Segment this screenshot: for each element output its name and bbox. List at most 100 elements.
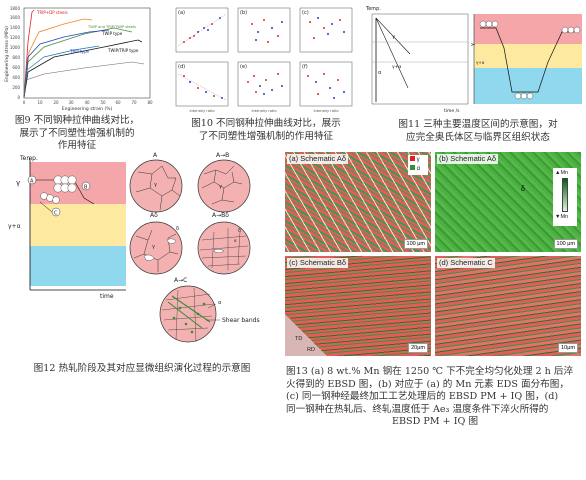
fig9-caption: 图9 不同钢种拉伸曲线对比， 展示了不同塑性增强机制的 作用特征 bbox=[2, 115, 152, 153]
fig12-delta-symbol: δ bbox=[176, 226, 179, 232]
fig10-xlabel: Intensity ratio bbox=[189, 109, 214, 113]
fig13-legend-gamma: γ bbox=[410, 156, 426, 165]
fig11-gamma-alpha-label: γ+α bbox=[392, 64, 401, 70]
fig12-grain-panel-abdelta: A→Bδ α δ bbox=[197, 212, 251, 275]
fig9-xtick: 80 bbox=[147, 100, 153, 105]
fig12-marker-b: B bbox=[84, 185, 88, 191]
fig9-xtick: 30 bbox=[68, 100, 74, 105]
fig13-triangle-inset bbox=[285, 314, 327, 356]
fig10-subplot-f: (f) bbox=[299, 61, 353, 107]
fig9-caption-line: 展示了不同塑性增强机制的 bbox=[19, 127, 135, 139]
fig12-marker-c: C bbox=[54, 211, 58, 217]
fig9-xtick: 20 bbox=[53, 100, 59, 105]
fig13-axis-td: TD bbox=[295, 336, 303, 342]
fig12-grain-panel-ab: A→B γ bbox=[197, 152, 251, 213]
fig9-curve-trip-dp bbox=[23, 9, 35, 99]
fig9-xtick: 0 bbox=[23, 100, 26, 105]
fig12-caption: 图12 热轧阶段及其对应显微组织演化过程的示意图 bbox=[2, 363, 282, 376]
fig13-caption-line: 同一钢种在热轧后、终轧温度低于 Ae₃ 温度条件下淬火所得的 bbox=[286, 403, 549, 415]
fig11-time-label: time /s bbox=[444, 108, 460, 114]
fig11-grain-cluster bbox=[479, 20, 581, 100]
fig13-panel-d-label: (d) Schematic C bbox=[437, 258, 495, 268]
fig9-legend-twip-type: TWIP type bbox=[101, 31, 123, 36]
fig13-mn-low: ▼Mn bbox=[555, 214, 569, 220]
fig12-band-intercritical bbox=[30, 204, 126, 246]
fig9-caption-line: 作用特征 bbox=[57, 140, 97, 152]
fig12-diagram: Temp. time γ γ+α A B C A bbox=[8, 152, 260, 343]
fig9-legend-trip-dp: TRIP+DP steels bbox=[36, 10, 68, 15]
fig13-caption-line: 图13 (a) 8 wt.% Mn 钢在 1250 ℃ 下不完全均匀化处理 2 … bbox=[286, 366, 574, 377]
fig9-ytick: 1600 bbox=[10, 15, 21, 20]
fig10-subplot-d: (d) bbox=[175, 61, 229, 107]
fig9-legend-trip-type: TRIP type bbox=[69, 49, 90, 54]
fig12-panel: Temp. time γ γ+α A B C A bbox=[2, 152, 280, 352]
fig10-subplot-b: (b) bbox=[237, 7, 291, 53]
fig10-scatter-grid: (a) (b) (c) (d) ( bbox=[175, 7, 353, 113]
fig11-temp-label: Temp. bbox=[365, 6, 381, 12]
fig10-caption-line: 图10 不同钢种拉伸曲线对比，展示 bbox=[191, 118, 341, 129]
fig11-panel: Temp. time /s γ γ+α α γ γ+α bbox=[362, 2, 584, 114]
fig9-curve bbox=[23, 39, 143, 99]
fig9-xtick: 60 bbox=[115, 100, 121, 105]
fig12-grain-panel-adelta: Aδ γ δ bbox=[129, 212, 183, 275]
fig9-ytick: 400 bbox=[12, 75, 20, 80]
fig13-legend-alpha: α bbox=[410, 165, 426, 174]
fig9-xtick: 70 bbox=[131, 100, 137, 105]
fig13-scale-d: 10μm bbox=[558, 343, 578, 353]
fig10-label-a: (a) bbox=[178, 10, 185, 16]
fig13-caption: 图13 (a) 8 wt.% Mn 钢在 1250 ℃ 下不完全均匀化处理 2 … bbox=[286, 366, 584, 429]
fig12-marker-b-circle bbox=[81, 181, 91, 191]
fig10-subplot-e: (e) bbox=[237, 61, 291, 107]
fig10-label-f: (f) bbox=[302, 64, 308, 70]
fig9-ytick: 800 bbox=[12, 55, 20, 60]
fig12-grain-panel-ac: A→C α Shear bands bbox=[159, 277, 260, 343]
fig13-legend-gamma-label: γ bbox=[416, 157, 420, 163]
fig11-region-gamma-alpha: γ+α bbox=[476, 60, 485, 65]
fig12-shear-bands-label: Shear bands bbox=[222, 317, 260, 324]
fig10-label-d: (d) bbox=[178, 64, 185, 70]
fig9-ytick: 1200 bbox=[10, 35, 21, 40]
fig13-legend-alpha-label: α bbox=[416, 166, 421, 172]
fig9-ytick: 0 bbox=[17, 95, 20, 100]
fig12-marker-a: A bbox=[30, 179, 34, 185]
fig13-caption-line: 火得到的 EBSD 图，(b) 对应于 (a) 的 Mn 元素 EDS 面分布图… bbox=[286, 378, 569, 390]
fig12-band-low bbox=[30, 246, 126, 286]
fig9-ytick: 1800 bbox=[10, 6, 21, 11]
fig9-xtick: 50 bbox=[100, 100, 106, 105]
fig12-gamma-symbol: γ bbox=[219, 184, 222, 190]
fig13-scale-a: 100 μm bbox=[403, 239, 428, 249]
fig11-caption-line: 图11 三种主要温度区间的示意图，对 bbox=[398, 119, 558, 130]
fig12-alpha-symbol: α bbox=[218, 300, 222, 306]
fig9-xtick: 40 bbox=[84, 100, 90, 105]
fig13-caption-line: (c) 同一钢种经最终加工工艺处理后的 EBSD PM + IQ 图，(d) bbox=[286, 391, 559, 403]
fig12-temp-label: Temp. bbox=[19, 155, 38, 162]
fig13-map-a: (a) Schematic Aδ γ α 100 μm bbox=[285, 152, 431, 252]
fig9-ytick: 600 bbox=[12, 65, 20, 70]
fig9-curve bbox=[23, 61, 145, 99]
fig11-region-gamma: γ bbox=[470, 43, 476, 46]
fig9-ytick: 1400 bbox=[10, 25, 21, 30]
fig10-subplot-a: (a) bbox=[175, 7, 229, 53]
fig9-curve bbox=[23, 18, 93, 99]
fig13-legend: γ α bbox=[408, 155, 428, 175]
fig13-map-b: (b) Schematic Aδ ▲Mn ▼Mn δ 100 μm bbox=[435, 152, 581, 252]
fig12-panel-abdelta-label: A→Bδ bbox=[212, 212, 229, 219]
fig9-ytick: 200 bbox=[12, 85, 20, 90]
fig12-grain-cluster bbox=[40, 175, 77, 204]
fig12-panel-ab-label: A→B bbox=[216, 152, 229, 159]
fig9-xtick: 10 bbox=[37, 100, 43, 105]
fig9-legend-twip-bip: TWIP and TRIP/TWIP steels bbox=[87, 25, 136, 29]
fig12-panel-a-label: A bbox=[153, 152, 158, 159]
fig12-gamma-symbol: γ bbox=[152, 244, 155, 250]
fig13-panel-a-label: (a) Schematic Aδ bbox=[287, 154, 349, 164]
fig11-alpha-label: α bbox=[378, 70, 382, 76]
fig13-map-d: (d) Schematic C 10μm bbox=[435, 256, 581, 356]
fig9-ytick: 1000 bbox=[10, 45, 21, 50]
fig9-chart: 0 200 400 600 800 1000 1200 1400 1600 18… bbox=[4, 6, 153, 112]
fig13-delta-b: δ bbox=[521, 186, 525, 193]
fig11-caption: 图11 三种主要温度区间的示意图，对 应完全奥氏体区与临界区组织状态 bbox=[378, 119, 578, 144]
fig9-ylabel: Engineering stress (MPa) bbox=[4, 26, 10, 82]
fig9-curve bbox=[23, 27, 133, 99]
fig11-diagram: Temp. time /s γ γ+α α γ γ+α bbox=[365, 6, 582, 114]
fig10-label-c: (c) bbox=[302, 10, 309, 16]
